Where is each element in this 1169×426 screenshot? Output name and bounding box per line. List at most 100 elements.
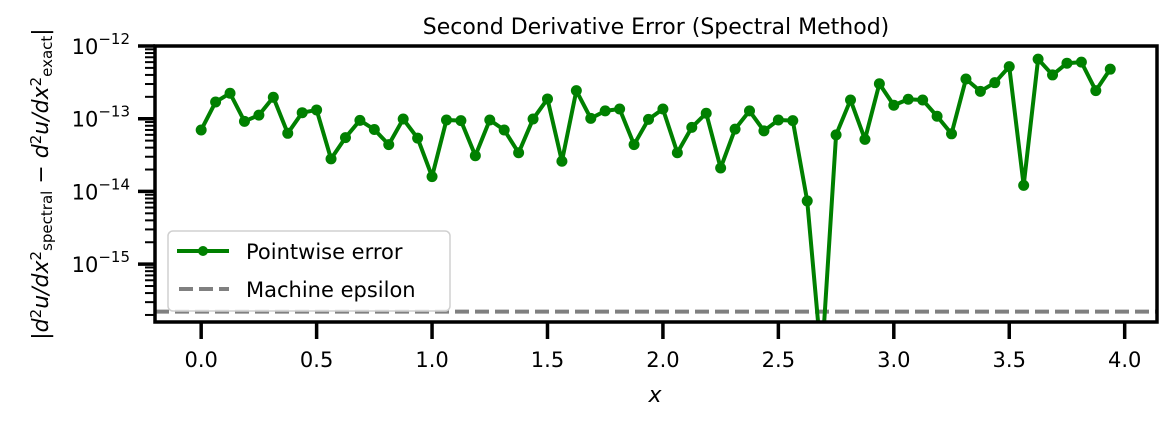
pointwise-error-point (989, 77, 1001, 89)
pointwise-error-point (195, 124, 207, 136)
axes: 0.0 0.5 1.0 1.5 2.0 2.5 3.0 3.5 4.0 10−12 10−13 10−… (72, 30, 1159, 372)
pointwise-error-point (902, 93, 914, 105)
legend-frame (167, 230, 451, 312)
pointwise-error-point (599, 105, 611, 117)
x-tick-label: 3.0 (877, 348, 910, 372)
pointwise-error-point (339, 132, 351, 144)
y-label-part: | (29, 28, 54, 35)
pointwise-error-point (426, 171, 438, 183)
y-tick-label: 10−13 (72, 103, 130, 132)
pointwise-error-point (758, 125, 770, 137)
plot-area (155, 53, 1157, 322)
pointwise-error-point (541, 93, 553, 105)
pointwise-error-point (267, 91, 279, 103)
y-label-part: 2 (27, 77, 45, 87)
pointwise-error-point (974, 85, 986, 97)
pointwise-error-point (282, 127, 294, 139)
x-tick-label: 1.0 (415, 348, 448, 372)
pointwise-error-point (686, 121, 698, 133)
y-label-part: exact (38, 36, 56, 77)
pointwise-error-point (1075, 56, 1087, 68)
pointwise-error-point (1003, 61, 1015, 73)
pointwise-error-point (787, 115, 799, 127)
pointwise-error-point (1032, 53, 1044, 65)
pointwise-error-point (397, 113, 409, 125)
pointwise-error-point (440, 114, 452, 126)
legend-epsilon-label: Machine epsilon (246, 278, 416, 302)
pointwise-error-point (614, 103, 626, 115)
pointwise-error-point (224, 87, 236, 99)
y-label-part: 2 (27, 309, 45, 319)
pointwise-error-point (642, 113, 654, 125)
y-label-part: 2 (27, 251, 45, 261)
pointwise-error-point (1104, 63, 1116, 75)
y-tick-label: 10−12 (72, 30, 130, 59)
x-tick-label: 3.5 (993, 348, 1026, 372)
pointwise-error-point (960, 73, 972, 85)
pointwise-error-point (412, 132, 424, 144)
y-label-part: u/dx (29, 85, 54, 134)
pointwise-error-point (801, 195, 813, 207)
pointwise-error-point (931, 110, 943, 122)
legend: Pointwise error Machine epsilon (167, 230, 451, 312)
pointwise-error-point (1090, 85, 1102, 97)
y-tick-label: 10−14 (72, 175, 130, 204)
pointwise-error-point (1061, 57, 1073, 69)
pointwise-error-point (484, 114, 496, 126)
pointwise-error-point (325, 153, 337, 165)
pointwise-error-point (946, 128, 958, 140)
pointwise-error-point (253, 109, 265, 121)
pointwise-error-point (729, 123, 741, 135)
pointwise-error-point (700, 107, 712, 119)
y-axis-label: |d2u/dx2spectral − d2u/dx2exact| (27, 28, 56, 339)
x-tick-label: 2.5 (762, 348, 795, 372)
pointwise-error-point (873, 78, 885, 90)
pointwise-error-point (845, 94, 857, 106)
pointwise-error-point (1018, 179, 1030, 191)
pointwise-error-point (772, 114, 784, 126)
pointwise-error-point (859, 133, 871, 145)
y-label-part: u/dx (29, 259, 54, 308)
pointwise-error-point (744, 105, 756, 117)
axes-frame (153, 44, 1159, 324)
x-tick-label: 0.0 (184, 348, 217, 372)
x-tick-label: 0.5 (300, 348, 333, 372)
pointwise-error-point (585, 112, 597, 124)
pointwise-error-point (628, 139, 640, 151)
x-tick-label: 1.5 (531, 348, 564, 372)
pointwise-error-point (210, 96, 222, 108)
pointwise-error-point (556, 155, 568, 167)
x-tick-label: 2.0 (646, 348, 679, 372)
pointwise-error-point (498, 124, 510, 136)
pointwise-error-point (570, 85, 582, 97)
pointwise-error-point (657, 103, 669, 115)
pointwise-error-point (354, 114, 366, 126)
pointwise-error-point (311, 104, 323, 116)
legend-pointwise-label: Pointwise error (246, 240, 403, 264)
pointwise-error-point (455, 115, 467, 127)
pointwise-error-point (1047, 69, 1059, 81)
pointwise-error-point (469, 150, 481, 162)
pointwise-error-point (238, 115, 250, 127)
series-group (155, 53, 1157, 322)
pointwise-error-point (383, 139, 395, 151)
pointwise-error-line (199, 57, 1112, 322)
x-axis-label: x (647, 383, 662, 408)
chart-title: Second Derivative Error (Spectral Method… (423, 15, 890, 40)
pointwise-error-point (513, 147, 525, 159)
legend-pointwise-marker-icon (198, 246, 208, 256)
y-label-part: |d (29, 317, 54, 339)
pointwise-error-point (715, 162, 727, 174)
y-label-part: spectral (38, 191, 56, 251)
pointwise-error-point (671, 147, 683, 159)
pointwise-error-point (368, 124, 380, 136)
pointwise-error-point (527, 113, 539, 125)
y-label-part: − d (29, 143, 54, 190)
y-label-part: 2 (27, 135, 45, 145)
pointwise-error-point (830, 129, 842, 141)
x-tick-label: 4.0 (1108, 348, 1141, 372)
pointwise-error-point (888, 99, 900, 111)
pointwise-error-point (296, 107, 308, 119)
pointwise-error-point (917, 94, 929, 106)
